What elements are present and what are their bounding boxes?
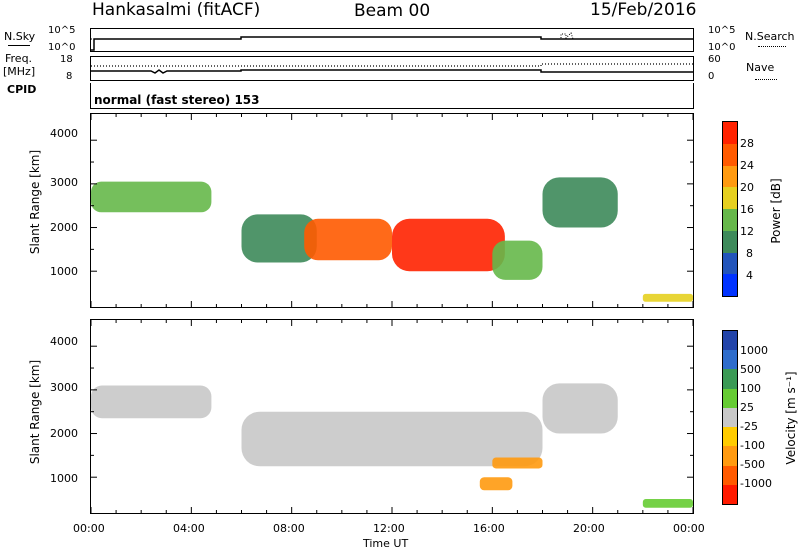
heatmap-region bbox=[542, 177, 618, 228]
velocity-cbar-tick: -1000 bbox=[740, 477, 772, 490]
power-cbar-tick: 8 bbox=[746, 247, 753, 260]
heatmap-region bbox=[492, 240, 543, 280]
power-heatmap bbox=[91, 114, 693, 307]
power-ytick: 4000 bbox=[50, 127, 78, 140]
nsky-panel bbox=[90, 28, 694, 52]
heatmap-region bbox=[642, 499, 693, 508]
nsearch-tick-bottom: 10^0 bbox=[708, 42, 736, 53]
x-tick: 16:00 bbox=[473, 522, 505, 535]
power-ytick: 3000 bbox=[50, 176, 78, 189]
power-cbar-tick: 24 bbox=[740, 159, 754, 172]
velocity-ytick: 1000 bbox=[50, 472, 78, 485]
velocity-panel bbox=[90, 319, 694, 514]
velocity-cbar-tick: -100 bbox=[740, 439, 765, 452]
power-panel bbox=[90, 113, 694, 308]
nsearch-tick-top: 10^5 bbox=[708, 25, 736, 36]
nsearch-trace bbox=[91, 32, 693, 40]
freq-unit: [MHz] bbox=[3, 65, 36, 78]
beam-title: Beam 00 bbox=[354, 1, 431, 21]
heatmap-region bbox=[542, 383, 618, 434]
power-cbar-tick: 20 bbox=[740, 181, 754, 194]
heatmap-region bbox=[492, 457, 543, 469]
velocity-cbar-tick: 25 bbox=[740, 401, 754, 414]
freq-trace bbox=[91, 69, 693, 74]
velocity-colorbar bbox=[722, 330, 738, 505]
heatmap-region bbox=[304, 218, 392, 261]
x-tick: 00:00 bbox=[673, 522, 705, 535]
power-ytick: 1000 bbox=[50, 265, 78, 278]
cpid-text: normal (fast stereo) 153 bbox=[94, 93, 260, 107]
nsearch-legend-line bbox=[758, 46, 786, 47]
power-ytick: 2000 bbox=[50, 221, 78, 234]
nsky-legend-line bbox=[8, 45, 30, 46]
velocity-cbar-label: Velocity [m s⁻¹] bbox=[784, 371, 798, 465]
x-tick: 04:00 bbox=[173, 522, 205, 535]
freq-panel bbox=[90, 56, 694, 81]
heatmap-region bbox=[479, 477, 513, 491]
velocity-cbar-tick: 100 bbox=[740, 382, 761, 395]
x-tick: 08:00 bbox=[273, 522, 305, 535]
heatmap-region bbox=[91, 181, 212, 213]
station-title: Hankasalmi (fitACF) bbox=[92, 0, 261, 20]
velocity-cbar-tick: 500 bbox=[740, 363, 761, 376]
nsearch-label: N.Search bbox=[745, 30, 795, 43]
heatmap-region bbox=[642, 293, 693, 302]
velocity-cbar-tick: -500 bbox=[740, 458, 765, 471]
power-cbar-label: Power [dB] bbox=[769, 178, 783, 244]
nave-tick-top: 60 bbox=[708, 54, 721, 65]
velocity-cbar-tick: 1000 bbox=[740, 344, 768, 357]
velocity-heatmap bbox=[91, 320, 693, 513]
x-tick: 20:00 bbox=[573, 522, 605, 535]
cpid-label: CPID bbox=[7, 83, 37, 96]
nsky-label: N.Sky bbox=[4, 30, 36, 43]
power-ylabel: Slant Range [km] bbox=[28, 149, 42, 255]
freq-tick-bottom: 8 bbox=[66, 71, 73, 82]
heatmap-region bbox=[91, 385, 212, 419]
power-cbar-tick: 12 bbox=[740, 225, 754, 238]
nave-trace bbox=[91, 63, 693, 67]
velocity-ytick: 4000 bbox=[50, 335, 78, 348]
freq-label: Freq. bbox=[5, 52, 33, 65]
velocity-ytick: 3000 bbox=[50, 381, 78, 394]
power-cbar-tick: 16 bbox=[740, 203, 754, 216]
nsky-tick-bottom: 10^0 bbox=[48, 42, 76, 53]
heatmap-region bbox=[241, 411, 543, 467]
power-cbar-tick: 28 bbox=[740, 137, 754, 150]
nave-tick-bottom: 0 bbox=[708, 71, 715, 82]
cpid-panel: normal (fast stereo) 153 bbox=[90, 83, 694, 109]
nave-label: Nave bbox=[746, 61, 775, 74]
date-title: 15/Feb/2016 bbox=[590, 0, 697, 20]
velocity-cbar-tick: -25 bbox=[740, 420, 758, 433]
velocity-ytick: 2000 bbox=[50, 427, 78, 440]
heatmap-region bbox=[241, 214, 317, 263]
nave-legend-line bbox=[755, 79, 777, 80]
heatmap-region bbox=[392, 218, 505, 272]
power-cbar-tick: 4 bbox=[746, 269, 753, 282]
x-tick: 00:00 bbox=[73, 522, 105, 535]
x-tick: 12:00 bbox=[373, 522, 405, 535]
power-colorbar bbox=[722, 121, 738, 297]
nsky-tick-top: 10^5 bbox=[48, 25, 76, 36]
freq-tick-top: 18 bbox=[60, 54, 73, 65]
x-axis-label: Time UT bbox=[363, 537, 409, 550]
velocity-ylabel: Slant Range [km] bbox=[28, 359, 42, 465]
